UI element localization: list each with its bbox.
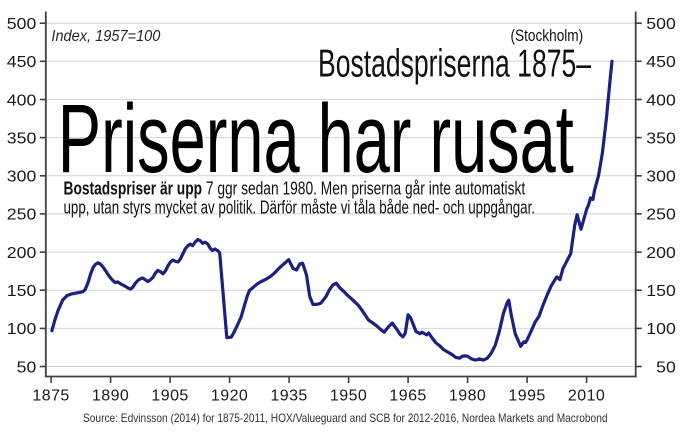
svg-text:150: 150 xyxy=(7,283,37,300)
svg-text:Source: Edvinsson (2014) for 1: Source: Edvinsson (2014) for 1875-2011, … xyxy=(83,411,608,425)
svg-text:250: 250 xyxy=(646,207,676,224)
svg-text:250: 250 xyxy=(7,207,37,224)
svg-text:upp, utan styrs mycket av poli: upp, utan styrs mycket av politik. Därfö… xyxy=(64,198,536,218)
svg-text:1920: 1920 xyxy=(211,388,248,405)
svg-text:1995: 1995 xyxy=(508,388,545,405)
svg-text:1905: 1905 xyxy=(151,388,188,405)
svg-text:(Stockholm): (Stockholm) xyxy=(511,26,584,45)
svg-text:50: 50 xyxy=(656,359,676,376)
svg-text:500: 500 xyxy=(7,16,37,33)
svg-text:Bostadspriserna 1875–: Bostadspriserna 1875– xyxy=(318,42,591,85)
svg-text:2010: 2010 xyxy=(568,388,605,405)
svg-text:400: 400 xyxy=(7,92,37,109)
svg-text:1890: 1890 xyxy=(92,388,129,405)
svg-text:350: 350 xyxy=(7,130,37,147)
svg-text:1950: 1950 xyxy=(330,388,367,405)
svg-text:1875: 1875 xyxy=(32,388,69,405)
svg-text:50: 50 xyxy=(17,359,37,376)
svg-text:100: 100 xyxy=(646,321,676,338)
svg-text:300: 300 xyxy=(646,169,676,186)
svg-text:100: 100 xyxy=(7,321,37,338)
svg-text:300: 300 xyxy=(7,169,37,186)
svg-text:350: 350 xyxy=(646,130,676,147)
svg-text:150: 150 xyxy=(646,283,676,300)
svg-text:400: 400 xyxy=(646,92,676,109)
svg-text:500: 500 xyxy=(646,16,676,33)
svg-text:Index, 1957=100: Index, 1957=100 xyxy=(51,28,160,45)
svg-text:200: 200 xyxy=(646,245,676,262)
svg-text:Priserna har rusat: Priserna har rusat xyxy=(58,84,574,193)
svg-text:Bostadspriser är upp 7 ggr sed: Bostadspriser är upp 7 ggr sedan 1980. M… xyxy=(64,179,526,199)
svg-text:450: 450 xyxy=(7,54,37,71)
svg-text:1980: 1980 xyxy=(449,388,486,405)
svg-text:1935: 1935 xyxy=(270,388,307,405)
svg-text:200: 200 xyxy=(7,245,37,262)
svg-text:1965: 1965 xyxy=(389,388,426,405)
svg-text:450: 450 xyxy=(646,54,676,71)
